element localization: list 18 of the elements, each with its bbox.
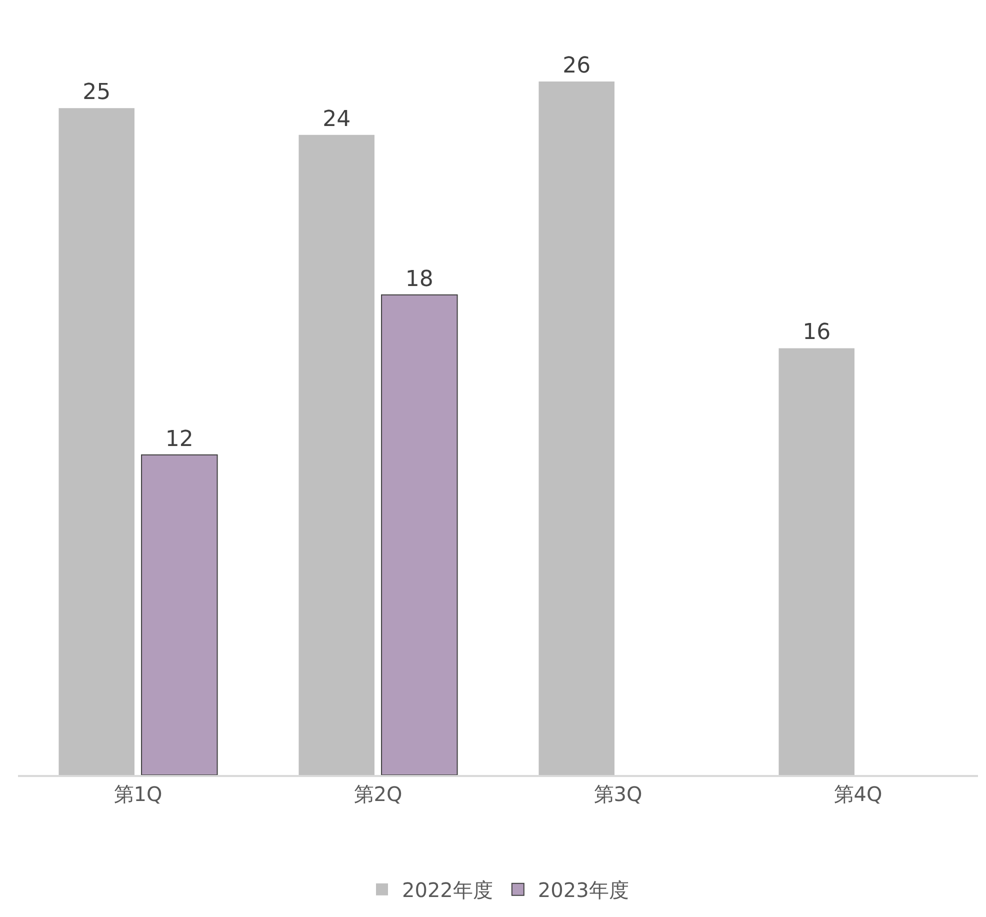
bar [538, 82, 614, 775]
legend-label: 2022年度 [402, 878, 493, 902]
bar [298, 134, 374, 775]
legend-label: 2023年度 [538, 878, 629, 902]
data-label: 25 [82, 80, 111, 106]
data-label: 12 [165, 426, 194, 452]
x-tick-label: 第3Q [594, 782, 642, 806]
bar [778, 348, 854, 775]
data-label: 26 [562, 54, 591, 78]
data-label: 18 [405, 266, 434, 292]
bar [58, 108, 134, 775]
x-tick-label: 第2Q [354, 782, 402, 806]
bar [381, 294, 458, 775]
data-label: 24 [322, 106, 351, 132]
data-label: 16 [802, 320, 831, 346]
bar [141, 454, 218, 775]
x-tick-label: 第1Q [114, 782, 162, 806]
x-tick-label: 第4Q [834, 782, 882, 806]
